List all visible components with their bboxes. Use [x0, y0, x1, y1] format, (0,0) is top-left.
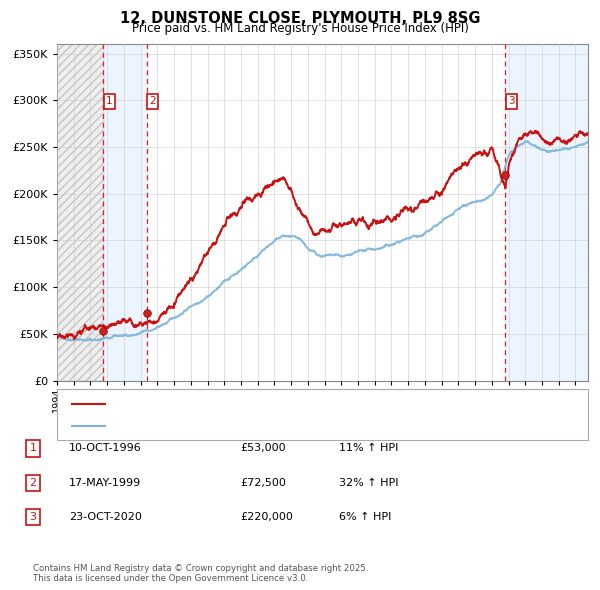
- Text: 23-OCT-2020: 23-OCT-2020: [69, 512, 142, 522]
- Text: 2: 2: [149, 96, 156, 106]
- Text: £72,500: £72,500: [240, 478, 286, 487]
- Bar: [103, 44, 147, 381]
- Text: 2: 2: [29, 478, 37, 487]
- Text: HPI: Average price, semi-detached house, City of Plymouth: HPI: Average price, semi-detached house,…: [111, 421, 419, 431]
- Text: 6% ↑ HPI: 6% ↑ HPI: [339, 512, 391, 522]
- Text: £53,000: £53,000: [240, 444, 286, 453]
- Text: 17-MAY-1999: 17-MAY-1999: [69, 478, 141, 487]
- Text: 32% ↑ HPI: 32% ↑ HPI: [339, 478, 398, 487]
- Text: Price paid vs. HM Land Registry's House Price Index (HPI): Price paid vs. HM Land Registry's House …: [131, 22, 469, 35]
- Text: 3: 3: [29, 512, 37, 522]
- Text: 10-OCT-1996: 10-OCT-1996: [69, 444, 142, 453]
- Text: 1: 1: [106, 96, 113, 106]
- Text: 1: 1: [29, 444, 37, 453]
- Text: Contains HM Land Registry data © Crown copyright and database right 2025.
This d: Contains HM Land Registry data © Crown c…: [33, 563, 368, 583]
- Bar: [505, 44, 588, 381]
- Text: 11% ↑ HPI: 11% ↑ HPI: [339, 444, 398, 453]
- Bar: [57, 44, 103, 381]
- Text: 12, DUNSTONE CLOSE, PLYMOUTH, PL9 8SG: 12, DUNSTONE CLOSE, PLYMOUTH, PL9 8SG: [120, 11, 480, 25]
- Text: 12, DUNSTONE CLOSE, PLYMOUTH, PL9 8SG (semi-detached house): 12, DUNSTONE CLOSE, PLYMOUTH, PL9 8SG (s…: [111, 399, 463, 409]
- Text: £220,000: £220,000: [240, 512, 293, 522]
- Text: 3: 3: [508, 96, 515, 106]
